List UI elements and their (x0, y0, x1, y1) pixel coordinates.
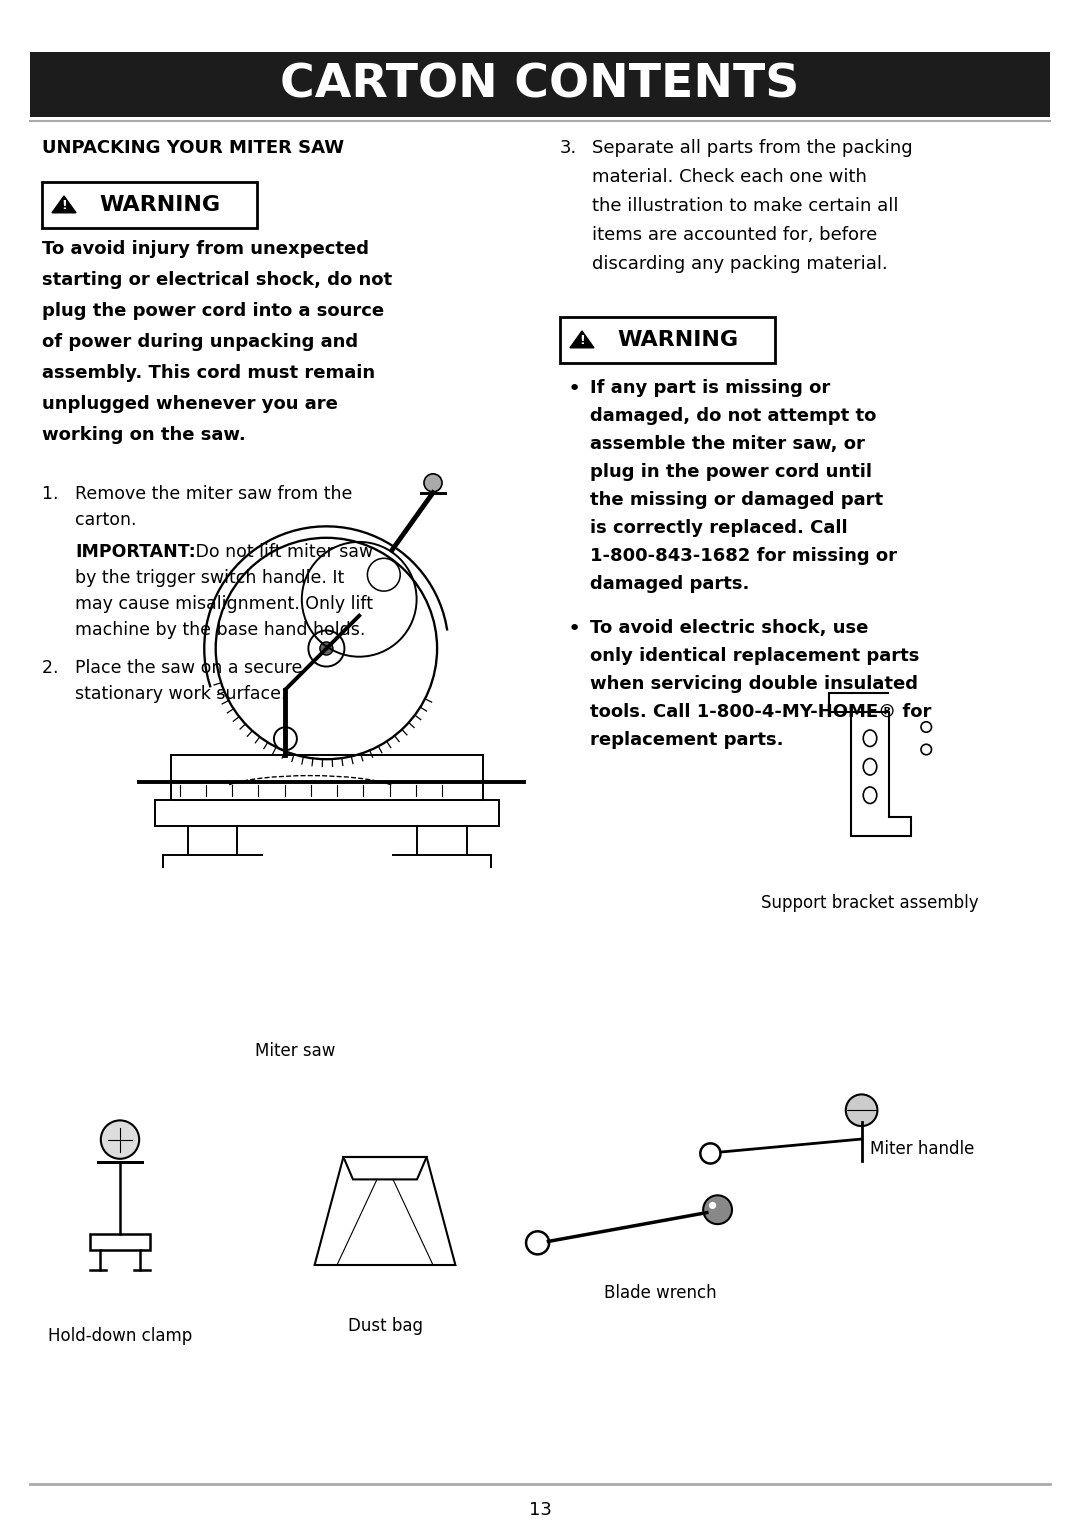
Text: damaged, do not attempt to: damaged, do not attempt to (590, 408, 876, 424)
Text: stationary work surface.: stationary work surface. (42, 685, 286, 703)
FancyBboxPatch shape (156, 800, 499, 826)
Text: !: ! (579, 334, 585, 348)
Circle shape (703, 1195, 732, 1224)
Text: tools. Call 1-800-4-MY-HOME® for: tools. Call 1-800-4-MY-HOME® for (590, 703, 931, 722)
Circle shape (100, 1120, 139, 1158)
Circle shape (320, 642, 333, 656)
Text: Dust bag: Dust bag (348, 1318, 422, 1334)
Text: only identical replacement parts: only identical replacement parts (590, 647, 919, 665)
Text: 1.   Remove the miter saw from the: 1. Remove the miter saw from the (42, 486, 352, 502)
Circle shape (846, 1094, 877, 1126)
Text: !: ! (62, 199, 67, 211)
Text: Miter saw: Miter saw (255, 1042, 335, 1060)
Text: •: • (568, 378, 581, 398)
Text: WARNING: WARNING (99, 195, 220, 214)
Text: damaged parts.: damaged parts. (590, 574, 750, 593)
Text: If any part is missing or: If any part is missing or (590, 378, 831, 397)
FancyBboxPatch shape (42, 182, 257, 228)
Text: Blade wrench: Blade wrench (604, 1284, 716, 1302)
Text: by the trigger switch handle. It: by the trigger switch handle. It (75, 568, 345, 587)
Text: material. Check each one with: material. Check each one with (592, 169, 867, 185)
Text: discarding any packing material.: discarding any packing material. (592, 254, 888, 273)
Text: of power during unpacking and: of power during unpacking and (42, 332, 359, 351)
FancyBboxPatch shape (90, 1233, 150, 1250)
Text: starting or electrical shock, do not: starting or electrical shock, do not (42, 271, 392, 290)
Text: 13: 13 (528, 1501, 552, 1520)
Text: Miter handle: Miter handle (870, 1140, 974, 1158)
Text: may cause misalignment. Only lift: may cause misalignment. Only lift (75, 594, 373, 613)
FancyBboxPatch shape (172, 755, 483, 800)
Text: assemble the miter saw, or: assemble the miter saw, or (590, 435, 865, 453)
Text: assembly. This cord must remain: assembly. This cord must remain (42, 365, 375, 381)
Text: 1-800-843-1682 for missing or: 1-800-843-1682 for missing or (590, 547, 897, 565)
FancyBboxPatch shape (561, 317, 775, 363)
Circle shape (424, 473, 442, 492)
Text: is correctly replaced. Call: is correctly replaced. Call (590, 519, 848, 538)
Text: •: • (568, 619, 581, 639)
Text: To avoid electric shock, use: To avoid electric shock, use (590, 619, 868, 637)
Text: To avoid injury from unexpected: To avoid injury from unexpected (42, 241, 369, 257)
Text: the illustration to make certain all: the illustration to make certain all (592, 198, 899, 214)
Text: WARNING: WARNING (617, 329, 738, 349)
Text: UNPACKING YOUR MITER SAW: UNPACKING YOUR MITER SAW (42, 139, 345, 156)
Polygon shape (570, 331, 594, 348)
Text: working on the saw.: working on the saw. (42, 426, 246, 444)
Text: IMPORTANT:: IMPORTANT: (75, 542, 195, 561)
Text: replacement parts.: replacement parts. (590, 731, 783, 749)
Text: 2.   Place the saw on a secure: 2. Place the saw on a secure (42, 659, 302, 677)
Polygon shape (52, 196, 76, 213)
Text: CARTON CONTENTS: CARTON CONTENTS (281, 61, 799, 107)
Text: when servicing double insulated: when servicing double insulated (590, 676, 918, 692)
Text: the missing or damaged part: the missing or damaged part (590, 490, 883, 509)
Text: machine by the base hand holds.: machine by the base hand holds. (75, 620, 365, 639)
Circle shape (708, 1201, 716, 1209)
Text: 3.: 3. (561, 139, 577, 156)
Polygon shape (30, 52, 1050, 116)
Text: carton.: carton. (42, 512, 136, 529)
Text: Hold-down clamp: Hold-down clamp (48, 1327, 192, 1345)
Text: plug the power cord into a source: plug the power cord into a source (42, 302, 384, 320)
Text: items are accounted for, before: items are accounted for, before (592, 227, 877, 244)
Text: plug in the power cord until: plug in the power cord until (590, 463, 872, 481)
Text: Do not lift miter saw: Do not lift miter saw (190, 542, 374, 561)
Text: unplugged whenever you are: unplugged whenever you are (42, 395, 338, 414)
Text: Support bracket assembly: Support bracket assembly (761, 895, 978, 912)
Text: Separate all parts from the packing: Separate all parts from the packing (592, 139, 913, 156)
